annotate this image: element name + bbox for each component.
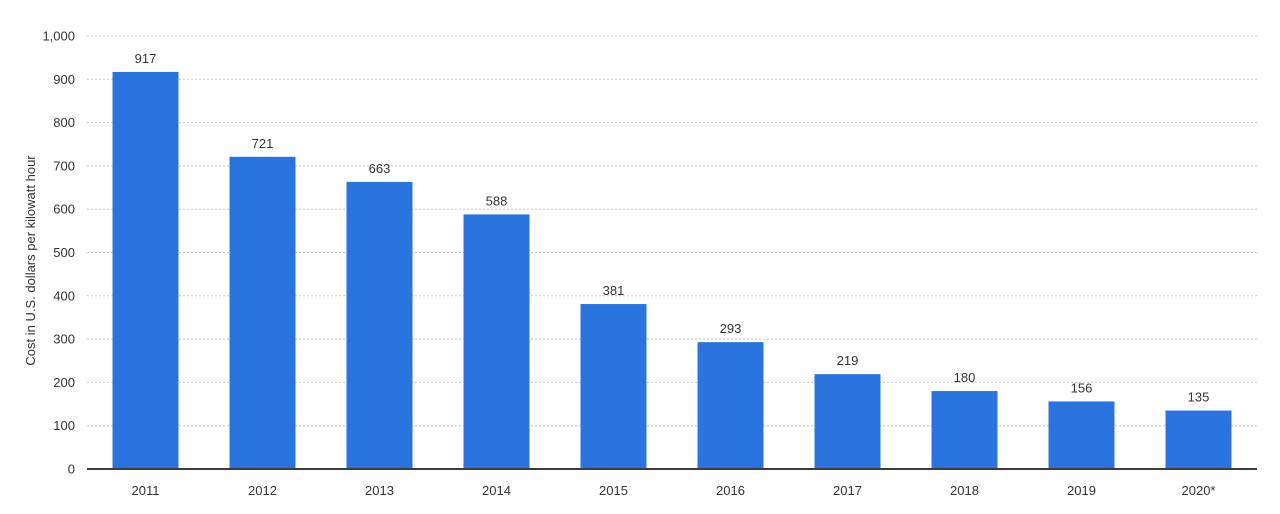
data-label: 156: [1071, 380, 1093, 395]
bar-2020*: [1165, 410, 1232, 469]
bar-2013: [346, 181, 413, 469]
y-tick-label: 1,000: [42, 29, 75, 44]
bar-2019: [1048, 401, 1115, 469]
y-tick-label: 500: [53, 245, 75, 260]
data-label: 293: [720, 321, 742, 336]
x-tick-label: 2018: [950, 483, 979, 498]
y-axis-label: Cost in U.S. dollars per kilowatt hour: [23, 155, 38, 366]
y-tick-label: 200: [53, 375, 75, 390]
data-label: 721: [252, 136, 274, 151]
data-label: 135: [1188, 390, 1210, 405]
bar-2012: [229, 156, 296, 469]
grid-lines: [87, 35, 1257, 427]
bar-2018: [931, 391, 998, 469]
data-label: 917: [135, 51, 157, 66]
y-tick-label: 100: [53, 418, 75, 433]
x-tick-label: 2016: [716, 483, 745, 498]
bar-2017: [814, 374, 881, 469]
data-label: 381: [603, 283, 625, 298]
y-tick-label: 600: [53, 202, 75, 217]
y-tick-label: 400: [53, 288, 75, 303]
x-tick-label: 2013: [365, 483, 394, 498]
data-label: 588: [486, 193, 508, 208]
y-tick-label: 300: [53, 332, 75, 347]
bars: [112, 71, 1232, 470]
x-tick-label: 2017: [833, 483, 862, 498]
y-axis-ticks: 0 100 200 300 400 500 600 700 800 900 1,000: [42, 29, 75, 477]
x-axis-ticks: 2011 2012 2013 2014 2015 2016 2017 2018 2019 2020…: [132, 483, 1216, 498]
x-tick-label: 2020*: [1182, 483, 1216, 498]
bar-2016: [697, 342, 764, 469]
data-label: 219: [837, 353, 859, 368]
y-tick-label: 0: [68, 462, 75, 477]
x-tick-label: 2019: [1067, 483, 1096, 498]
x-tick-label: 2012: [248, 483, 277, 498]
bar-2011: [112, 71, 179, 470]
x-tick-label: 2014: [482, 483, 511, 498]
y-tick-label: 700: [53, 158, 75, 173]
data-label: 180: [954, 370, 976, 385]
data-labels: 917 721 663 588 381 293 219 180 156 135: [135, 51, 1210, 405]
bar-2014: [463, 214, 530, 469]
y-tick-label: 900: [53, 72, 75, 87]
x-tick-label: 2011: [132, 483, 160, 498]
y-tick-label: 800: [53, 115, 75, 130]
x-tick-label: 2015: [599, 483, 628, 498]
data-label: 663: [369, 161, 391, 176]
bar-2015: [580, 304, 647, 469]
